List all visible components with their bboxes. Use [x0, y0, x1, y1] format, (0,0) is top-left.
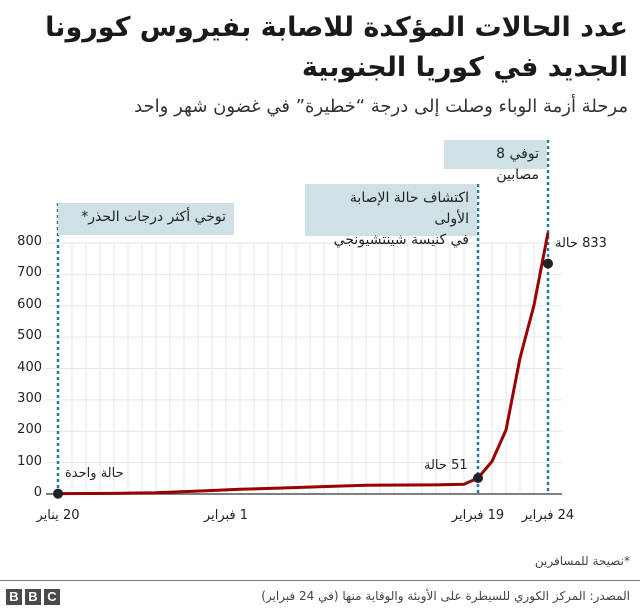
label-first-case: حالة واحدة [65, 466, 124, 481]
logo-letter: B [25, 589, 41, 605]
footnote: *نصيحة للمسافرين [534, 554, 630, 568]
y-tick-label: 0 [33, 485, 42, 500]
y-tick-label: 100 [17, 453, 42, 469]
annotation-text: اكتشاف حالة الإصابة الأولى [349, 190, 469, 227]
y-tick-label: 600 [17, 296, 42, 312]
logo-letter: B [6, 589, 22, 605]
annotation-first-church-case: اكتشاف حالة الإصابة الأولى في كنيسة شينت… [305, 184, 477, 248]
grid-lines [46, 242, 562, 494]
annotation-text: توخي أكثر درجات الحذر* [81, 209, 226, 225]
source-text: المصدر: المركز الكوري للسيطرة على الأوبئ… [261, 589, 630, 603]
line-chart [46, 140, 562, 499]
label-feb24: 833 حالة [555, 236, 607, 251]
cases-line [57, 232, 550, 496]
y-tick-label: 700 [17, 265, 42, 281]
annotation-deaths: توفي 8 مصابين [444, 140, 547, 183]
y-tick-label: 200 [17, 422, 42, 438]
y-tick-label: 500 [17, 328, 42, 344]
annotation-text: توفي 8 مصابين [496, 146, 539, 183]
chart-title: عدد الحالات المؤكدة للاصابة بفيروس كورون… [45, 12, 628, 83]
y-tick-label: 300 [17, 390, 42, 406]
event-marker-lines [56, 140, 550, 494]
x-tick-label: 1 فبراير [203, 508, 249, 523]
x-tick-label: 19 فبراير [451, 508, 505, 523]
label-feb19: 51 حالة [424, 458, 468, 473]
logo-letter: C [44, 589, 60, 605]
chart-subtitle: مرحلة أزمة الوباء وصلت إلى درجة “خطيرة” … [134, 96, 628, 117]
x-tick-label: 24 فبراير [521, 508, 575, 523]
highlight-points [53, 258, 553, 499]
bbc-logo: B B C [6, 589, 60, 605]
footer-divider [0, 580, 640, 581]
y-tick-label: 400 [17, 359, 42, 375]
y-tick-label: 800 [17, 234, 42, 249]
annotation-text: في كنيسة شينتشيونجي [333, 232, 469, 248]
annotation-travel-advice: توخي أكثر درجات الحذر* [58, 203, 234, 235]
x-tick-label: 20 يناير [36, 508, 80, 523]
